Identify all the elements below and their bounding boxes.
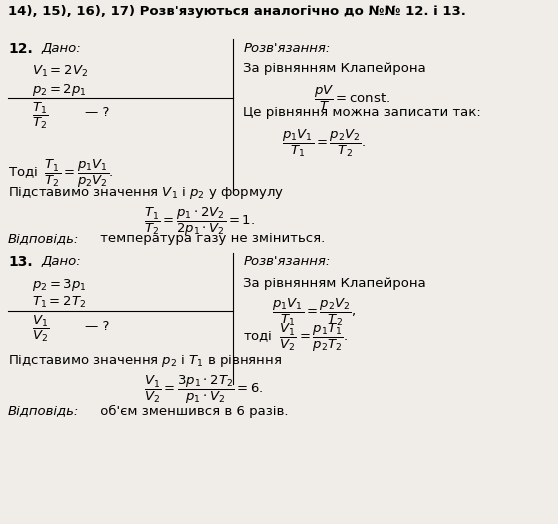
Text: За рівнянням Клапейрона: За рівнянням Клапейрона bbox=[243, 277, 426, 290]
Text: $p_2 = 3p_1$: $p_2 = 3p_1$ bbox=[31, 277, 86, 292]
Text: 14), 15), 16), 17) Розв'язуються аналогічно до №№ 12. і 13.: 14), 15), 16), 17) Розв'язуються аналогі… bbox=[8, 5, 466, 18]
Text: $\dfrac{T_1}{T_2}$: $\dfrac{T_1}{T_2}$ bbox=[31, 100, 48, 130]
Text: Підставимо значення $V_1$ і $p_2$ у формулу: Підставимо значення $V_1$ і $p_2$ у форм… bbox=[8, 185, 284, 201]
Text: $\dfrac{pV}{T} = \mathrm{const}.$: $\dfrac{pV}{T} = \mathrm{const}.$ bbox=[314, 84, 390, 113]
Text: $T_1 = 2T_2$: $T_1 = 2T_2$ bbox=[31, 294, 85, 310]
Text: $V_1 = 2V_2$: $V_1 = 2V_2$ bbox=[31, 64, 88, 79]
Text: $\dfrac{V_1}{V_2} = \dfrac{3p_1 \cdot 2T_2}{p_1 \cdot V_2} = 6.$: $\dfrac{V_1}{V_2} = \dfrac{3p_1 \cdot 2T… bbox=[144, 374, 263, 406]
Text: Розв'язання:: Розв'язання: bbox=[243, 255, 330, 268]
Text: $\dfrac{V_1}{V_2}$: $\dfrac{V_1}{V_2}$ bbox=[31, 314, 49, 344]
Text: — ?: — ? bbox=[85, 320, 110, 333]
Text: Відповідь:: Відповідь: bbox=[8, 405, 79, 418]
Text: температура газу не зміниться.: температура газу не зміниться. bbox=[96, 232, 325, 245]
Text: Дано:: Дано: bbox=[42, 42, 81, 54]
Text: Дано:: Дано: bbox=[42, 255, 81, 268]
Text: — ?: — ? bbox=[85, 106, 110, 119]
Text: $\dfrac{T_1}{T_2} = \dfrac{p_1 \cdot 2V_2}{2p_1 \cdot V_2} = 1.$: $\dfrac{T_1}{T_2} = \dfrac{p_1 \cdot 2V_… bbox=[144, 206, 255, 238]
Text: $\dfrac{p_1 V_1}{T_1} = \dfrac{p_2 V_2}{T_2},$: $\dfrac{p_1 V_1}{T_1} = \dfrac{p_2 V_2}{… bbox=[272, 297, 357, 329]
Text: $p_2 = 2p_1$: $p_2 = 2p_1$ bbox=[31, 82, 86, 98]
Text: Відповідь:: Відповідь: bbox=[8, 232, 79, 245]
Text: Це рівняння можна записати так:: Це рівняння можна записати так: bbox=[243, 106, 481, 119]
Text: Підставимо значення $p_2$ і $T_1$ в рівняння: Підставимо значення $p_2$ і $T_1$ в рівн… bbox=[8, 353, 282, 369]
Text: $\dfrac{p_1 V_1}{T_1} = \dfrac{p_2 V_2}{T_2}.$: $\dfrac{p_1 V_1}{T_1} = \dfrac{p_2 V_2}{… bbox=[282, 128, 367, 159]
Text: Тоді $\;\dfrac{T_1}{T_2} = \dfrac{p_1 V_1}{p_2 V_2}.$: Тоді $\;\dfrac{T_1}{T_2} = \dfrac{p_1 V_… bbox=[8, 158, 113, 190]
Text: об'єм зменшився в 6 разів.: об'єм зменшився в 6 разів. bbox=[96, 405, 288, 418]
Text: 12.: 12. bbox=[8, 42, 33, 56]
Text: Розв'язання:: Розв'язання: bbox=[243, 42, 330, 54]
Text: тоді $\;\dfrac{V_1}{V_2} = \dfrac{p_1 T_1}{p_2 T_2}.$: тоді $\;\dfrac{V_1}{V_2} = \dfrac{p_1 T_… bbox=[243, 322, 348, 354]
Text: За рівнянням Клапейрона: За рівнянням Клапейрона bbox=[243, 62, 426, 75]
Text: 13.: 13. bbox=[8, 255, 32, 269]
